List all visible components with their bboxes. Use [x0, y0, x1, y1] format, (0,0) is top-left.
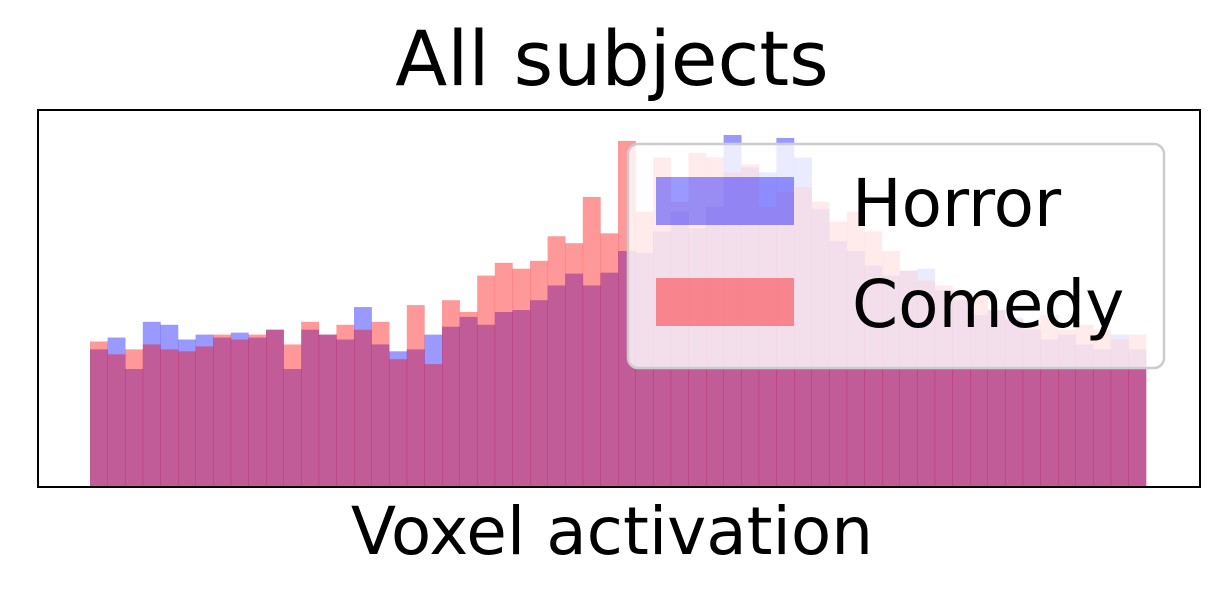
bar-comedy-29 — [600, 233, 619, 487]
bar-comedy-18 — [406, 305, 425, 487]
bar-horror-54 — [1040, 339, 1059, 487]
bar-comedy-24 — [512, 268, 531, 487]
plot-frame — [37, 109, 1201, 488]
bar-comedy-28 — [582, 196, 601, 487]
bar-horror-8 — [230, 332, 249, 487]
bar-horror-24 — [512, 310, 531, 487]
bar-horror-18 — [406, 349, 425, 487]
legend-box — [626, 142, 1166, 370]
bar-horror-25 — [530, 300, 548, 487]
bar-horror-58 — [1110, 334, 1129, 487]
bar-horror-6 — [195, 334, 214, 487]
bar-comedy-0 — [90, 341, 108, 487]
bar-comedy-14 — [336, 324, 355, 487]
bar-comedy-5 — [178, 351, 196, 487]
bar-comedy-8 — [230, 339, 249, 487]
bar-horror-20 — [442, 326, 460, 487]
bar-horror-23 — [494, 311, 513, 487]
bar-horror-57 — [1093, 349, 1112, 487]
bar-horror-0 — [90, 349, 108, 487]
bar-horror-12 — [301, 329, 320, 487]
bar-comedy-23 — [494, 262, 513, 487]
bar-horror-27 — [565, 273, 584, 487]
bar-comedy-15 — [354, 329, 372, 487]
bar-comedy-16 — [371, 321, 390, 487]
bar-horror-7 — [213, 337, 232, 487]
bar-horror-21 — [459, 316, 478, 487]
bar-comedy-17 — [389, 359, 408, 487]
bar-horror-11 — [283, 369, 302, 487]
bar-horror-14 — [336, 339, 355, 487]
bar-horror-29 — [600, 272, 619, 487]
bar-comedy-2 — [125, 349, 144, 487]
bar-horror-26 — [547, 285, 566, 487]
bar-comedy-1 — [107, 354, 126, 487]
legend-swatch-comedy — [656, 278, 794, 326]
bar-horror-10 — [266, 329, 284, 487]
bar-horror-2 — [125, 369, 144, 487]
bar-horror-56 — [1075, 344, 1094, 487]
bar-horror-9 — [248, 337, 267, 487]
bar-comedy-9 — [248, 334, 267, 487]
bar-comedy-4 — [160, 349, 179, 487]
bar-comedy-19 — [424, 364, 443, 487]
bar-horror-16 — [371, 344, 390, 487]
bar-comedy-20 — [442, 300, 460, 487]
bar-horror-13 — [318, 334, 337, 487]
legend-label-comedy: Comedy — [852, 266, 1124, 343]
bar-comedy-11 — [283, 344, 302, 487]
bar-horror-3 — [142, 321, 161, 487]
bar-comedy-21 — [459, 311, 478, 487]
bar-horror-28 — [582, 285, 601, 487]
bar-comedy-7 — [213, 334, 232, 487]
bar-horror-4 — [160, 324, 179, 487]
chart-title: All subjects — [395, 14, 829, 103]
x-axis-label: Voxel activation — [350, 493, 874, 570]
bar-horror-19 — [424, 334, 443, 487]
bar-comedy-13 — [318, 334, 337, 487]
bars-layer — [90, 135, 1147, 488]
bar-comedy-22 — [477, 275, 496, 487]
bar-comedy-25 — [530, 260, 548, 487]
legend-swatch-horror — [656, 177, 794, 225]
bar-comedy-6 — [195, 346, 214, 487]
bar-horror-17 — [389, 351, 408, 487]
bar-horror-22 — [477, 324, 496, 487]
bar-horror-55 — [1058, 334, 1076, 487]
legend-label-horror: Horror — [852, 165, 1062, 242]
bar-comedy-10 — [266, 329, 284, 487]
legend: Horror Comedy — [626, 142, 1166, 370]
bar-comedy-27 — [565, 243, 584, 487]
bar-comedy-58 — [1110, 339, 1129, 487]
bar-horror-5 — [178, 339, 196, 487]
bar-comedy-3 — [142, 344, 161, 487]
bar-horror-1 — [107, 337, 126, 487]
bar-horror-15 — [354, 307, 372, 487]
bar-comedy-26 — [547, 236, 566, 487]
bar-comedy-59 — [1128, 334, 1147, 487]
bar-comedy-12 — [301, 321, 320, 487]
bar-horror-59 — [1128, 349, 1147, 487]
